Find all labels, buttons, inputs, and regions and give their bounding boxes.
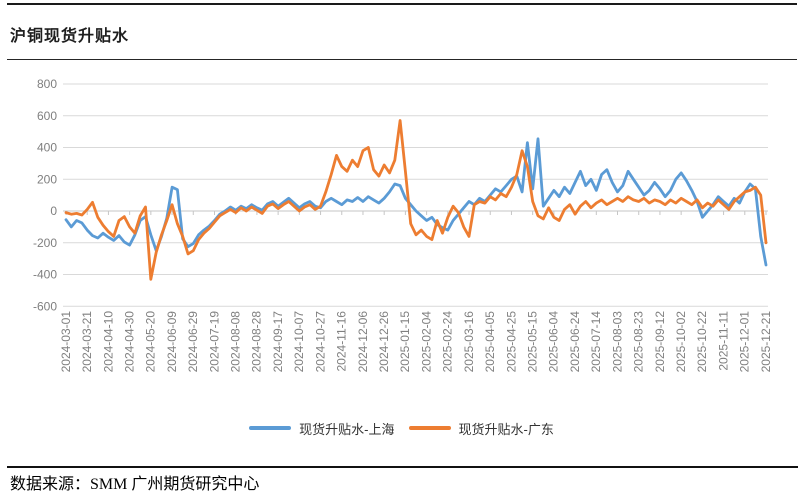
y-axis-label: 200 (37, 172, 57, 186)
x-axis-label: 2024-08-08 (229, 311, 243, 373)
x-axis-label: 2025-12-21 (759, 311, 773, 373)
x-axis-label: 2025-04-25 (504, 311, 518, 373)
footer-divider (7, 466, 798, 468)
y-axis-label: 800 (37, 77, 57, 91)
x-axis-label: 2025-09-12 (653, 311, 667, 373)
x-axis-label: 2024-04-30 (122, 311, 136, 373)
guangdong-line-swatch-icon (408, 426, 451, 430)
x-axis-label: 2025-01-15 (398, 311, 412, 373)
x-axis-label: 2024-06-29 (186, 311, 200, 373)
x-axis-label: 2025-07-14 (589, 311, 603, 373)
chart-legend: 现货升贴水-上海 现货升贴水-广东 (0, 416, 803, 440)
x-axis-label: 2024-05-20 (144, 311, 158, 373)
legend-label-guangdong: 现货升贴水-广东 (458, 421, 554, 437)
y-axis-label: -200 (33, 236, 57, 250)
x-axis-label: 2024-10-07 (292, 311, 306, 373)
top-border-rule (7, 3, 797, 5)
x-axis-label: 2025-11-11 (716, 311, 730, 371)
shanghai-line-swatch-icon (249, 426, 292, 430)
x-axis-label: 2025-02-04 (419, 311, 433, 373)
x-axis-label: 2024-10-27 (313, 311, 327, 373)
x-axis-label: 2024-12-26 (377, 311, 391, 373)
x-axis-label: 2025-05-15 (526, 311, 540, 373)
x-axis-label: 2025-02-24 (441, 311, 455, 373)
legend-label-shanghai: 现货升贴水-上海 (299, 421, 395, 437)
x-axis-label: 2024-12-06 (356, 311, 370, 373)
y-axis-label: 600 (37, 109, 57, 123)
x-axis-label: 2025-06-24 (568, 311, 582, 373)
x-axis-label: 2024-03-21 (80, 311, 94, 373)
x-axis-label: 2024-04-10 (101, 311, 115, 373)
x-axis-label: 2024-07-19 (207, 311, 221, 373)
x-axis-label: 2025-08-23 (632, 311, 646, 373)
y-axis-label: -400 (33, 268, 57, 282)
x-axis-label: 2025-06-04 (547, 311, 561, 373)
x-axis-label: 2024-03-01 (59, 311, 73, 373)
legend-item-guangdong: 现货升贴水-广东 (408, 419, 554, 438)
page-title: 沪铜现货升贴水 (10, 28, 130, 45)
y-axis-label: 400 (37, 141, 57, 155)
title-divider (7, 59, 797, 60)
series-line-guangdong (64, 119, 768, 281)
data-source-text: 数据来源：SMM 广州期货研究中心 (10, 476, 260, 493)
x-axis-label: 2024-11-16 (335, 311, 349, 372)
y-axis-label: -600 (33, 299, 57, 313)
legend-item-shanghai: 现货升贴水-上海 (249, 419, 395, 438)
y-axis-label: 0 (50, 204, 57, 218)
x-axis-label: 2025-04-05 (483, 311, 497, 373)
x-axis-label: 2025-10-02 (674, 311, 688, 373)
x-axis-label: 2025-08-03 (610, 311, 624, 373)
x-axis-label: 2025-12-01 (738, 311, 752, 373)
x-axis-label: 2024-08-28 (250, 311, 264, 373)
x-axis-label: 2025-10-22 (695, 311, 709, 373)
x-axis-label: 2024-09-17 (271, 311, 285, 373)
x-axis-label: 2024-06-09 (165, 311, 179, 373)
x-axis-label: 2025-03-16 (462, 311, 476, 373)
